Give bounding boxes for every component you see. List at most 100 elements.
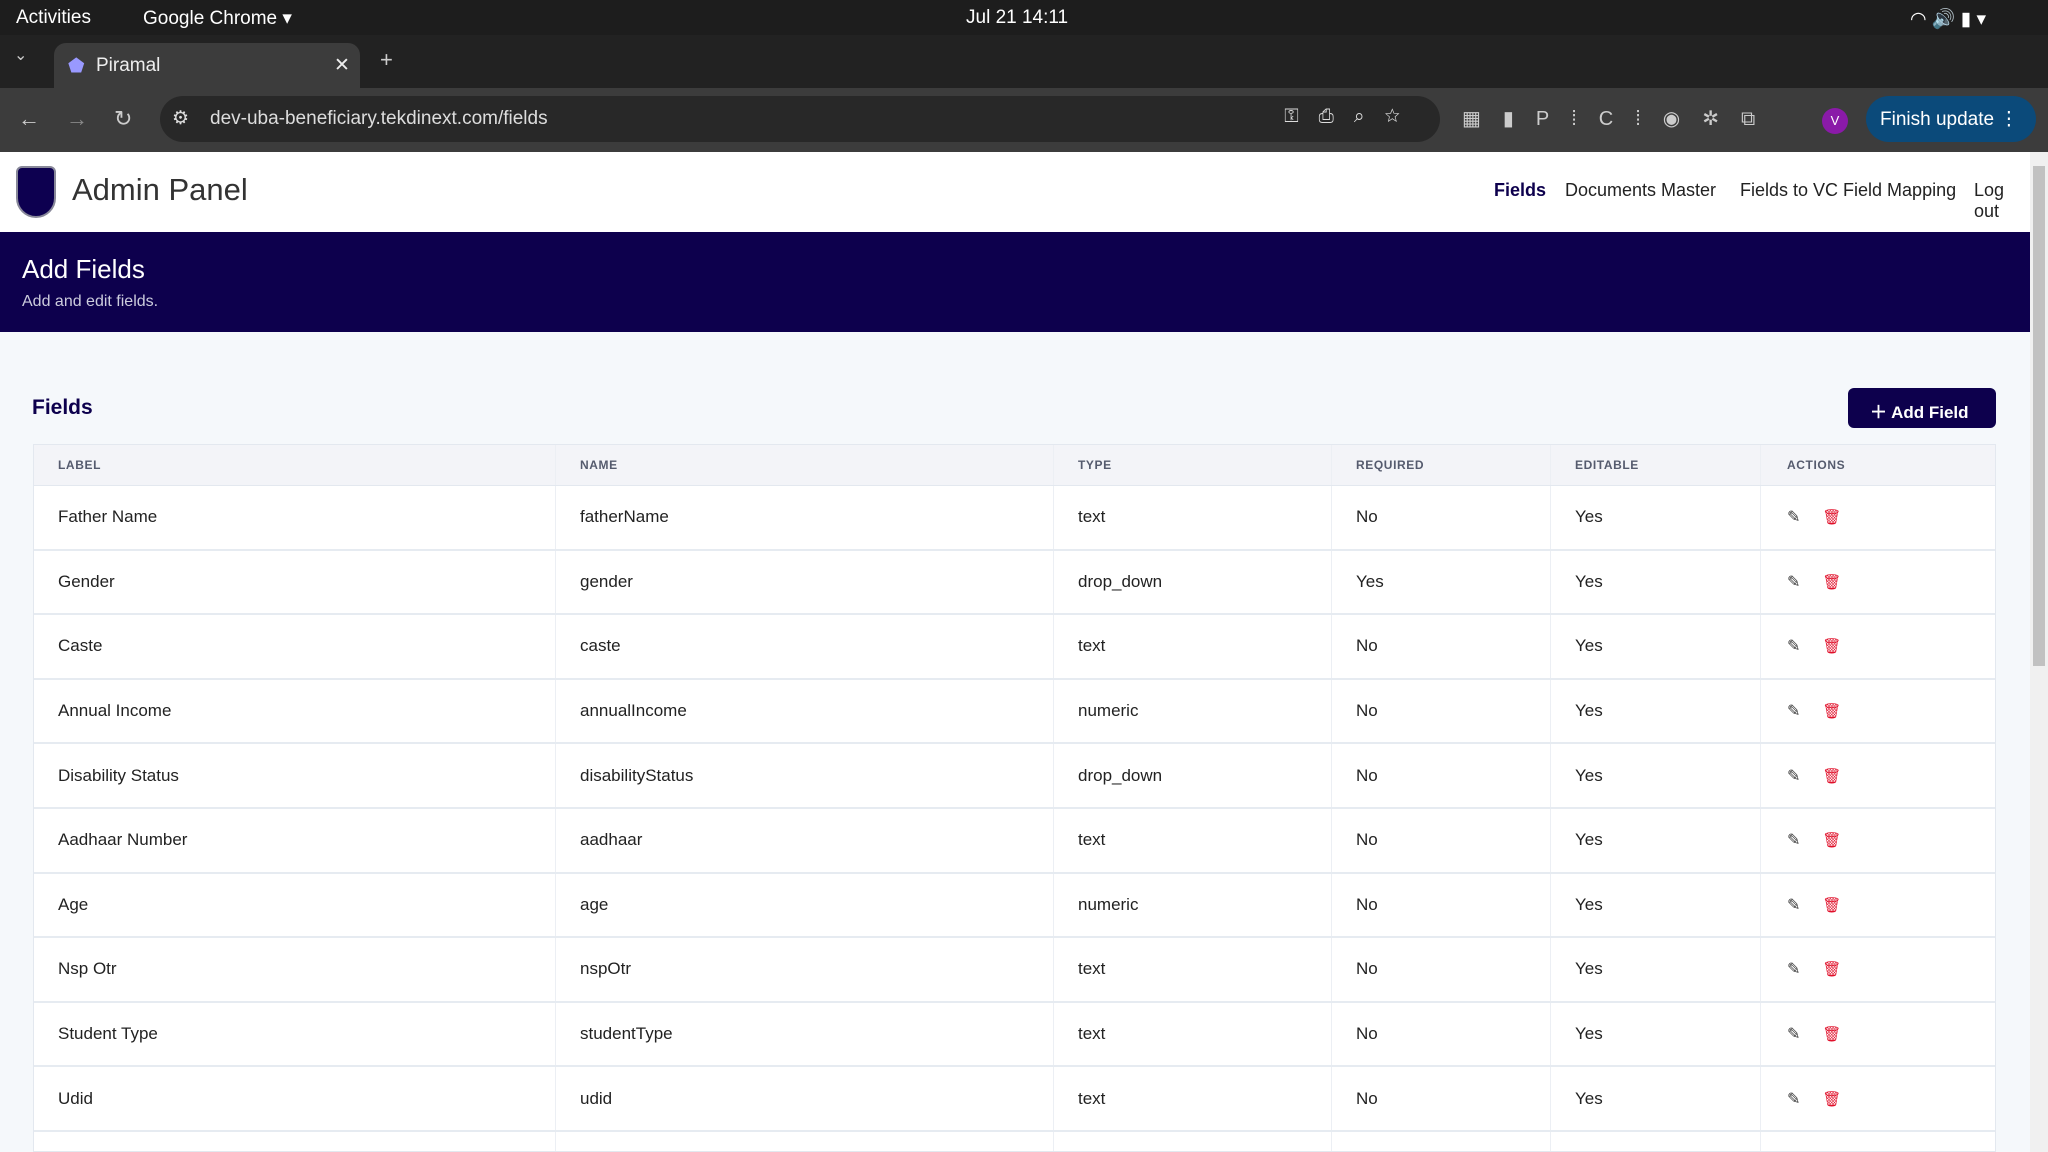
edit-icon[interactable]: ✎ xyxy=(1787,767,1801,785)
cell-editable: Yes xyxy=(1551,808,1761,872)
cell-required: No xyxy=(1332,1002,1551,1066)
page-banner: Add Fields Add and edit fields. xyxy=(0,232,2030,332)
table-row: Annual Income annualIncome numeric No Yes ✎ 🗑 xyxy=(34,679,1995,745)
table-row: Udid udid text No Yes ✎ 🗑 xyxy=(34,1067,1995,1132)
cell-actions: ✎ 🗑 xyxy=(1761,809,1995,872)
profile-avatar[interactable]: V xyxy=(1822,108,1848,134)
cell-label: Aadhaar Number xyxy=(34,808,556,872)
edit-icon[interactable]: ✎ xyxy=(1787,509,1801,527)
column-header-type: TYPE xyxy=(1054,445,1332,485)
nav-fields[interactable]: Fields xyxy=(1494,180,1547,200)
reload-icon[interactable]: ↻ xyxy=(114,106,133,131)
table-row: Nsp Otr nspOtr text No Yes ✎ 🗑 xyxy=(34,938,1995,1003)
tab-strip: ⌄ ⬟ Piramal ✕ + xyxy=(0,35,2048,88)
nav-documents-master[interactable]: Documents Master xyxy=(1565,180,1717,200)
close-tab-icon[interactable]: ✕ xyxy=(334,55,350,76)
cell-actions: ✎ 🗑 xyxy=(1761,1067,1995,1130)
cell-label: Disability Status xyxy=(34,744,556,807)
browser-toolbar: ← → ↻ ⚙ dev-uba-beneficiary.tekdinext.co… xyxy=(0,88,2048,152)
edit-icon[interactable]: ✎ xyxy=(1787,1026,1801,1044)
cell-name: aadhaar xyxy=(556,808,1054,872)
wifi-icon[interactable]: ◠ 🔊 ▮ ▾ xyxy=(1910,9,1987,30)
cell-label: Annual Income xyxy=(34,679,556,743)
cell-actions: ✎ 🗑 xyxy=(1761,938,1995,1001)
trash-icon[interactable]: 🗑 xyxy=(1822,638,1842,656)
edit-icon[interactable]: ✎ xyxy=(1787,961,1801,979)
trash-icon[interactable]: 🗑 xyxy=(1822,767,1842,785)
cell-name: caste xyxy=(556,615,1054,678)
table-row xyxy=(34,1131,1995,1151)
cell-editable: Yes xyxy=(1551,486,1761,549)
back-icon[interactable]: ← xyxy=(18,106,40,131)
cell-type xyxy=(1054,1131,1332,1151)
app-title: Admin Panel xyxy=(72,172,248,207)
table-row: Caste caste text No Yes ✎ 🗑 xyxy=(34,615,1995,680)
cell-type: numeric xyxy=(1054,873,1332,937)
cell-type: text xyxy=(1054,1067,1332,1130)
edit-icon[interactable]: ✎ xyxy=(1787,1090,1801,1108)
edit-icon[interactable]: ✎ xyxy=(1787,896,1801,914)
cell-actions: ✎ 🗑 xyxy=(1761,486,1995,549)
favicon-icon: ⬟ xyxy=(68,56,85,77)
trash-icon[interactable]: 🗑 xyxy=(1822,703,1842,721)
table-row: Disability Status disabilityStatus drop_do… xyxy=(34,744,1995,809)
edit-icon[interactable]: ✎ xyxy=(1787,638,1801,656)
cell-type: drop_down xyxy=(1054,550,1332,614)
cell-name: annualIncome xyxy=(556,679,1054,743)
table-row: Student Type studentType text No Yes ✎ 🗑 xyxy=(34,1002,1995,1068)
scrollbar[interactable] xyxy=(2030,152,2048,1152)
os-top-bar: Activities Google Chrome ▾ Jul 21 14:11 … xyxy=(0,0,2048,35)
cell-label: Caste xyxy=(34,615,556,678)
cell-name: udid xyxy=(556,1067,1054,1130)
scrollbar-thumb[interactable] xyxy=(2033,166,2045,666)
site-info-icon[interactable]: ⚙ xyxy=(172,108,190,129)
cell-label xyxy=(34,1131,556,1151)
table-row: Age age numeric No Yes ✎ 🗑 xyxy=(34,873,1995,939)
trash-icon[interactable]: 🗑 xyxy=(1822,1090,1842,1108)
cell-required: No xyxy=(1332,1067,1551,1130)
cell-required: No xyxy=(1332,873,1551,937)
bookmark-star-icon[interactable]: ⚿⎙⌕☆ xyxy=(1284,106,1420,127)
trash-icon[interactable]: 🗑 xyxy=(1822,509,1842,527)
new-tab-icon[interactable]: + xyxy=(380,47,393,72)
url-text[interactable]: dev-uba-beneficiary.tekdinext.com/fields xyxy=(210,108,548,129)
cell-name: nspOtr xyxy=(556,938,1054,1001)
trash-icon[interactable]: 🗑 xyxy=(1822,573,1842,591)
cell-editable: Yes xyxy=(1551,744,1761,807)
cell-label: Student Type xyxy=(34,1002,556,1066)
extensions-icon[interactable]: ▦▮P⁞C⁞◉✲⧉ xyxy=(1462,108,1778,130)
edit-icon[interactable]: ✎ xyxy=(1787,703,1801,721)
edit-icon[interactable]: ✎ xyxy=(1787,832,1801,850)
cell-required: No xyxy=(1332,486,1551,549)
table-row: Gender gender drop_down Yes Yes ✎ 🗑 xyxy=(34,550,1995,616)
cell-label: Gender xyxy=(34,550,556,614)
plus-icon: ＋ xyxy=(1870,403,1887,422)
cell-required: No xyxy=(1332,744,1551,807)
activities-button[interactable]: Activities xyxy=(16,7,91,28)
clock[interactable]: Jul 21 14:11 xyxy=(966,7,1069,28)
finish-update-button[interactable]: Finish update ⋮ xyxy=(1866,96,2036,142)
cell-name: disabilityStatus xyxy=(556,744,1054,807)
nav-logout[interactable]: Log out xyxy=(1974,180,2005,221)
cell-editable: Yes xyxy=(1551,1067,1761,1130)
trash-icon[interactable]: 🗑 xyxy=(1822,1026,1842,1044)
cell-type: text xyxy=(1054,808,1332,872)
trash-icon[interactable]: 🗑 xyxy=(1822,832,1842,850)
column-header-editable: EDITABLE xyxy=(1551,445,1761,485)
cell-actions xyxy=(1761,1132,1995,1151)
add-field-button[interactable]: ＋ Add Field xyxy=(1848,388,1996,428)
app-menu[interactable]: Google Chrome ▾ xyxy=(143,8,292,29)
trash-icon[interactable]: 🗑 xyxy=(1822,896,1842,914)
logo xyxy=(16,166,56,218)
nav-fields-vc-mapping[interactable]: Fields to VC Field Mapping xyxy=(1740,180,1957,200)
add-field-label: Add Field xyxy=(1891,403,1969,422)
cell-type: drop_down xyxy=(1054,744,1332,807)
cell-actions: ✎ 🗑 xyxy=(1761,1003,1995,1066)
browser-tab[interactable]: ⬟ Piramal ✕ xyxy=(54,43,360,88)
trash-icon[interactable]: 🗑 xyxy=(1822,961,1842,979)
tab-search-button[interactable]: ⌄ xyxy=(14,47,28,64)
address-bar[interactable]: ⚙ dev-uba-beneficiary.tekdinext.com/fiel… xyxy=(160,96,1440,142)
table-row: Aadhaar Number aadhaar text No Yes ✎ 🗑 xyxy=(34,808,1995,874)
edit-icon[interactable]: ✎ xyxy=(1787,573,1801,591)
forward-icon[interactable]: → xyxy=(66,106,88,131)
